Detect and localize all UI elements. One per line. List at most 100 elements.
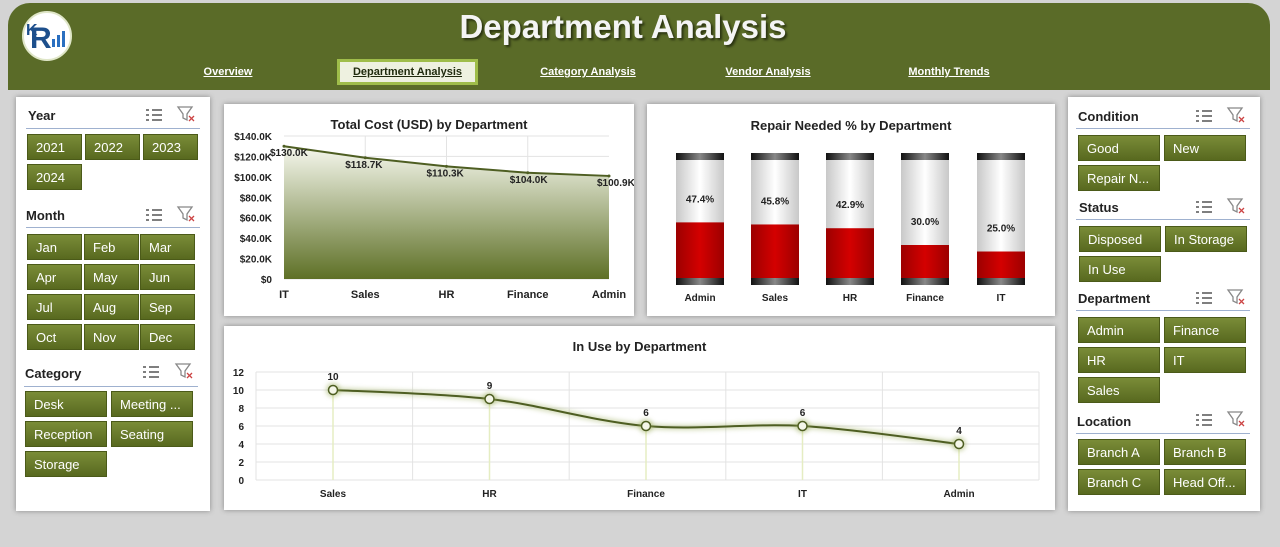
chip-location-branch-b[interactable]: Branch B: [1164, 439, 1246, 465]
chip-location-branch-c[interactable]: Branch C: [1078, 469, 1160, 495]
bar-cap-top: [977, 153, 1025, 160]
chip-year-2022[interactable]: 2022: [85, 134, 140, 160]
chip-month-jul[interactable]: Jul: [27, 294, 82, 320]
y-tick-label: 6: [238, 422, 244, 433]
data-point: [640, 420, 652, 432]
data-point: [607, 174, 611, 178]
chip-department-admin[interactable]: Admin: [1078, 317, 1160, 343]
slicer-title-status: Status: [1079, 200, 1119, 215]
chip-department-finance[interactable]: Finance: [1164, 317, 1246, 343]
chip-department-hr[interactable]: HR: [1078, 347, 1160, 373]
bar-cap-bottom: [901, 278, 949, 285]
tab-category-analysis[interactable]: Category Analysis: [540, 66, 636, 78]
tab-overview[interactable]: Overview: [203, 66, 253, 78]
chip-condition-good[interactable]: Good: [1078, 135, 1160, 161]
bar-cap-top: [676, 153, 724, 160]
chip-month-feb[interactable]: Feb: [84, 234, 139, 260]
chip-month-jan[interactable]: Jan: [27, 234, 82, 260]
data-label: $130.0K: [270, 148, 309, 159]
clear-filter-icon[interactable]: [1226, 197, 1246, 215]
data-label: 10: [327, 372, 339, 383]
chip-category-reception[interactable]: Reception: [25, 421, 107, 447]
bar-cap-top: [826, 153, 874, 160]
slicer-divider: [24, 386, 198, 387]
slicer-title-month: Month: [26, 208, 65, 223]
line-chart-svg: 0 2 4 6 8 10 12 10 Sales 9 HR 6 Finance 6 IT 4 Admin: [233, 368, 1040, 500]
chip-condition-new[interactable]: New: [1164, 135, 1246, 161]
chip-status-disposed[interactable]: Disposed: [1079, 226, 1161, 252]
bar-cap-bottom: [826, 278, 874, 285]
chip-year-2023[interactable]: 2023: [143, 134, 198, 160]
chip-month-nov[interactable]: Nov: [84, 324, 139, 350]
chip-location-head-office[interactable]: Head Off...: [1164, 469, 1246, 495]
chip-year-2021[interactable]: 2021: [27, 134, 82, 160]
y-tick-label: $140.0K: [234, 132, 273, 143]
y-tick-label: $80.0K: [240, 193, 273, 204]
clear-filter-icon[interactable]: [1226, 288, 1246, 306]
data-label: 30.0%: [911, 217, 939, 228]
data-label: $100.9K: [597, 178, 634, 189]
tab-monthly-trends[interactable]: Monthly Trends: [908, 66, 990, 78]
data-label: 47.4%: [686, 194, 714, 205]
y-tick-label: 12: [233, 368, 245, 379]
chip-category-desk[interactable]: Desk: [25, 391, 107, 417]
clear-filter-icon[interactable]: [1226, 106, 1246, 124]
area-chart-svg: $0 $20.0K $40.0K $60.0K $80.0K $100.0K $120.0K…: [234, 132, 634, 301]
clear-filter-icon[interactable]: [176, 205, 196, 223]
x-tick-label: IT: [279, 289, 289, 301]
slicer-title-department: Department: [1078, 291, 1151, 306]
chip-month-oct[interactable]: Oct: [27, 324, 82, 350]
multi-select-icon[interactable]: [1194, 290, 1214, 306]
x-tick-label: HR: [843, 293, 858, 304]
page-title: Department Analysis: [459, 8, 787, 45]
multi-select-icon[interactable]: [1194, 199, 1214, 215]
chip-category-meeting[interactable]: Meeting ...: [111, 391, 193, 417]
chip-category-seating[interactable]: Seating: [111, 421, 193, 447]
chip-department-sales[interactable]: Sales: [1078, 377, 1160, 403]
y-tick-label: 8: [238, 404, 244, 415]
chip-month-may[interactable]: May: [84, 264, 139, 290]
chip-month-apr[interactable]: Apr: [27, 264, 82, 290]
header-bar: R K Department Analysis Overview Departm…: [8, 3, 1270, 90]
chip-location-branch-a[interactable]: Branch A: [1078, 439, 1160, 465]
chip-month-dec[interactable]: Dec: [140, 324, 195, 350]
y-tick-label: $20.0K: [240, 255, 273, 266]
chip-department-it[interactable]: IT: [1164, 347, 1246, 373]
svg-text:K: K: [26, 22, 38, 39]
clear-filter-icon[interactable]: [176, 105, 196, 123]
data-point: [953, 438, 965, 450]
y-tick-label: $40.0K: [240, 234, 273, 245]
bar-cap-bottom: [977, 278, 1025, 285]
tab-department-analysis[interactable]: Department Analysis: [337, 59, 478, 85]
chip-month-sep[interactable]: Sep: [140, 294, 195, 320]
clear-filter-icon[interactable]: [1226, 410, 1246, 428]
chip-month-aug[interactable]: Aug: [84, 294, 139, 320]
y-tick-label: $0: [261, 275, 273, 286]
y-tick-label: $100.0K: [234, 173, 273, 184]
multi-select-icon[interactable]: [1194, 412, 1214, 428]
multi-select-icon[interactable]: [141, 364, 161, 380]
x-tick-label: HR: [439, 289, 455, 301]
x-tick-label: HR: [482, 489, 497, 500]
y-tick-label: 0: [238, 476, 244, 487]
chip-status-in-use[interactable]: In Use: [1079, 256, 1161, 282]
multi-select-icon[interactable]: [144, 107, 164, 123]
x-tick-label: Finance: [906, 293, 944, 304]
chip-category-storage[interactable]: Storage: [25, 451, 107, 477]
x-tick-label: Sales: [320, 489, 347, 500]
multi-select-icon[interactable]: [1194, 108, 1214, 124]
chart-total-cost: Total Cost (USD) by Department $0 $20.0K $…: [224, 104, 634, 316]
left-slicer-panel: Year 2021 2022 2023 2024 Month Jan Feb M…: [16, 97, 210, 511]
bar: [826, 228, 874, 284]
data-label: 6: [800, 408, 806, 419]
y-tick-label: 10: [233, 386, 245, 397]
chip-status-in-storage[interactable]: In Storage: [1165, 226, 1247, 252]
tab-vendor-analysis[interactable]: Vendor Analysis: [725, 66, 811, 78]
clear-filter-icon[interactable]: [174, 362, 194, 380]
chip-month-jun[interactable]: Jun: [140, 264, 195, 290]
chip-month-mar[interactable]: Mar: [140, 234, 195, 260]
multi-select-icon[interactable]: [144, 207, 164, 223]
chip-year-2024[interactable]: 2024: [27, 164, 82, 190]
chip-condition-repair-needed[interactable]: Repair N...: [1078, 165, 1160, 191]
slicer-title-location: Location: [1077, 414, 1132, 429]
